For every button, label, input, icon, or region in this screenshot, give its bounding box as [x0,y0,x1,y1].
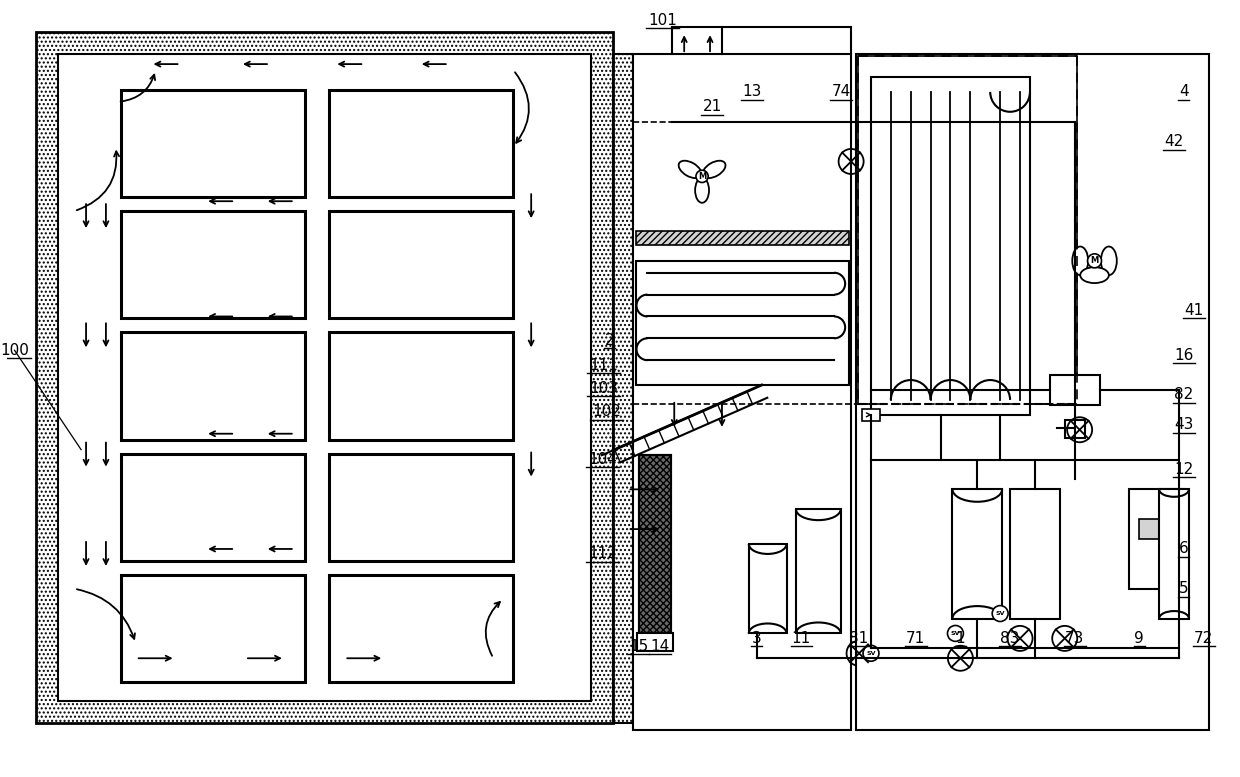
Bar [120,333,305,440]
Text: 2: 2 [605,333,615,348]
Bar [58,54,590,701]
Text: 83: 83 [1001,631,1019,646]
Text: 82: 82 [1174,388,1194,402]
Text: M: M [1090,256,1099,265]
Text: 1: 1 [956,631,965,646]
Bar [1011,490,1060,618]
Bar [870,77,1030,415]
Ellipse shape [696,178,709,203]
Bar [120,575,305,682]
Bar [613,54,632,723]
Circle shape [863,646,879,661]
Bar [120,90,305,197]
Ellipse shape [703,161,725,178]
Bar [640,455,671,633]
Ellipse shape [678,161,702,178]
Bar [796,509,841,633]
Text: 74: 74 [832,85,851,99]
Text: 4: 4 [1179,85,1189,99]
Text: 103: 103 [589,381,619,395]
Bar [330,575,513,682]
Circle shape [696,170,708,183]
Text: 11: 11 [792,631,811,646]
Text: 9: 9 [1135,631,1145,646]
Text: 102: 102 [593,404,621,420]
Bar [1159,490,1189,618]
Text: 16: 16 [1174,348,1194,363]
Bar [36,33,613,723]
Text: 71: 71 [906,631,925,646]
Text: SV: SV [951,631,960,636]
Bar [1140,519,1169,539]
Text: 72: 72 [1194,631,1214,646]
Bar [856,54,1209,730]
Text: 104: 104 [588,452,618,467]
Bar [330,90,513,197]
Bar [637,633,673,651]
Text: 101: 101 [647,13,677,28]
Bar [330,333,513,440]
Text: 111: 111 [589,357,619,373]
Text: 81: 81 [849,631,869,646]
Bar [640,455,671,633]
Text: 21: 21 [702,99,722,114]
Bar [1065,420,1085,437]
Bar [862,409,880,421]
Bar [1050,375,1100,405]
Text: 15: 15 [629,639,649,653]
Text: SV: SV [867,651,875,656]
Text: 13: 13 [742,85,761,99]
Text: 12: 12 [1174,462,1194,477]
Ellipse shape [1101,246,1117,275]
Text: 42: 42 [1164,134,1184,149]
Text: 3: 3 [751,631,761,646]
Bar [632,54,851,730]
Bar [636,231,849,245]
Bar [330,454,513,561]
Text: 41: 41 [1184,303,1204,318]
Text: 73: 73 [1065,631,1084,646]
Bar [749,544,786,633]
Bar [330,211,513,319]
Ellipse shape [1073,246,1089,275]
Text: 6: 6 [1179,542,1189,556]
Circle shape [1087,254,1101,268]
Bar [858,56,1076,404]
Text: 112: 112 [588,546,618,562]
Text: 43: 43 [1174,417,1194,432]
Bar [120,454,305,561]
Bar [952,490,1002,618]
Circle shape [992,605,1008,622]
Circle shape [947,625,963,641]
Text: 100: 100 [0,343,29,357]
Text: SV: SV [996,611,1004,616]
Bar [1130,490,1184,589]
Bar [636,261,849,385]
Bar [120,211,305,319]
Text: 14: 14 [651,639,670,653]
Ellipse shape [1080,267,1109,283]
Text: M: M [698,172,707,181]
Bar [615,54,630,723]
Text: 5: 5 [1179,581,1189,596]
